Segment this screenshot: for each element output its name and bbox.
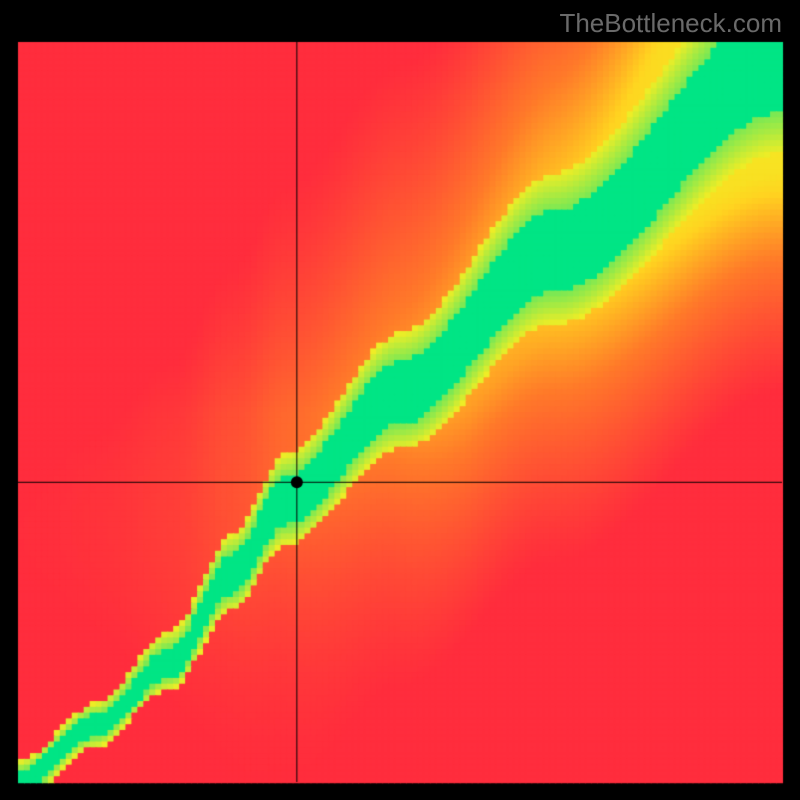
bottleneck-heatmap bbox=[0, 0, 800, 800]
chart-container: TheBottleneck.com bbox=[0, 0, 800, 800]
watermark-text: TheBottleneck.com bbox=[559, 8, 782, 39]
